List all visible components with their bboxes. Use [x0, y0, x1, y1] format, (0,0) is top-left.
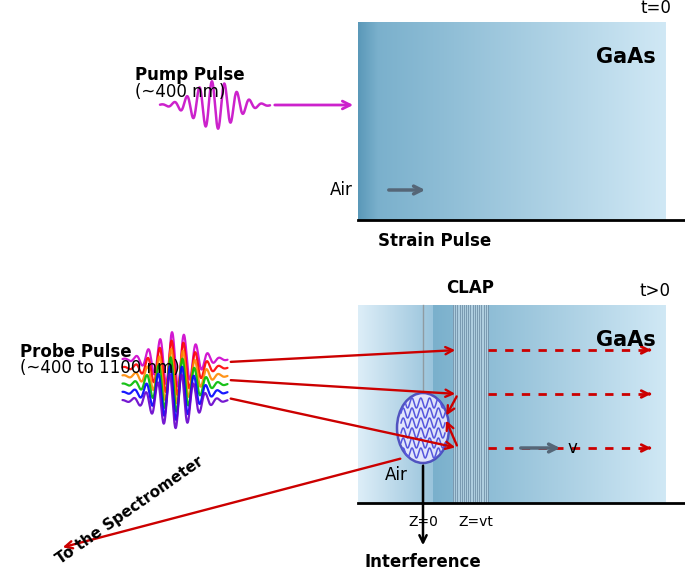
- Text: Z=0: Z=0: [408, 515, 438, 529]
- Text: t>0: t>0: [640, 282, 671, 300]
- Text: t=0: t=0: [640, 0, 671, 17]
- Text: (~400 to 1100 nm): (~400 to 1100 nm): [20, 359, 179, 377]
- Text: GaAs: GaAs: [596, 330, 656, 350]
- Text: Interference: Interference: [364, 553, 482, 571]
- Text: GaAs: GaAs: [596, 47, 656, 67]
- Text: To the Spectrometer: To the Spectrometer: [53, 453, 206, 566]
- Text: v: v: [568, 439, 578, 457]
- Text: Pump Pulse: Pump Pulse: [135, 66, 245, 84]
- Text: (~400 nm): (~400 nm): [135, 83, 225, 101]
- Text: Strain Pulse: Strain Pulse: [378, 232, 491, 250]
- Text: CLAP: CLAP: [447, 279, 495, 297]
- Text: Z=vt: Z=vt: [458, 515, 493, 529]
- Bar: [453, 305, 488, 503]
- Text: Probe Pulse: Probe Pulse: [20, 343, 132, 361]
- Ellipse shape: [397, 393, 449, 463]
- Text: Air: Air: [384, 466, 408, 484]
- Text: Air: Air: [330, 181, 353, 199]
